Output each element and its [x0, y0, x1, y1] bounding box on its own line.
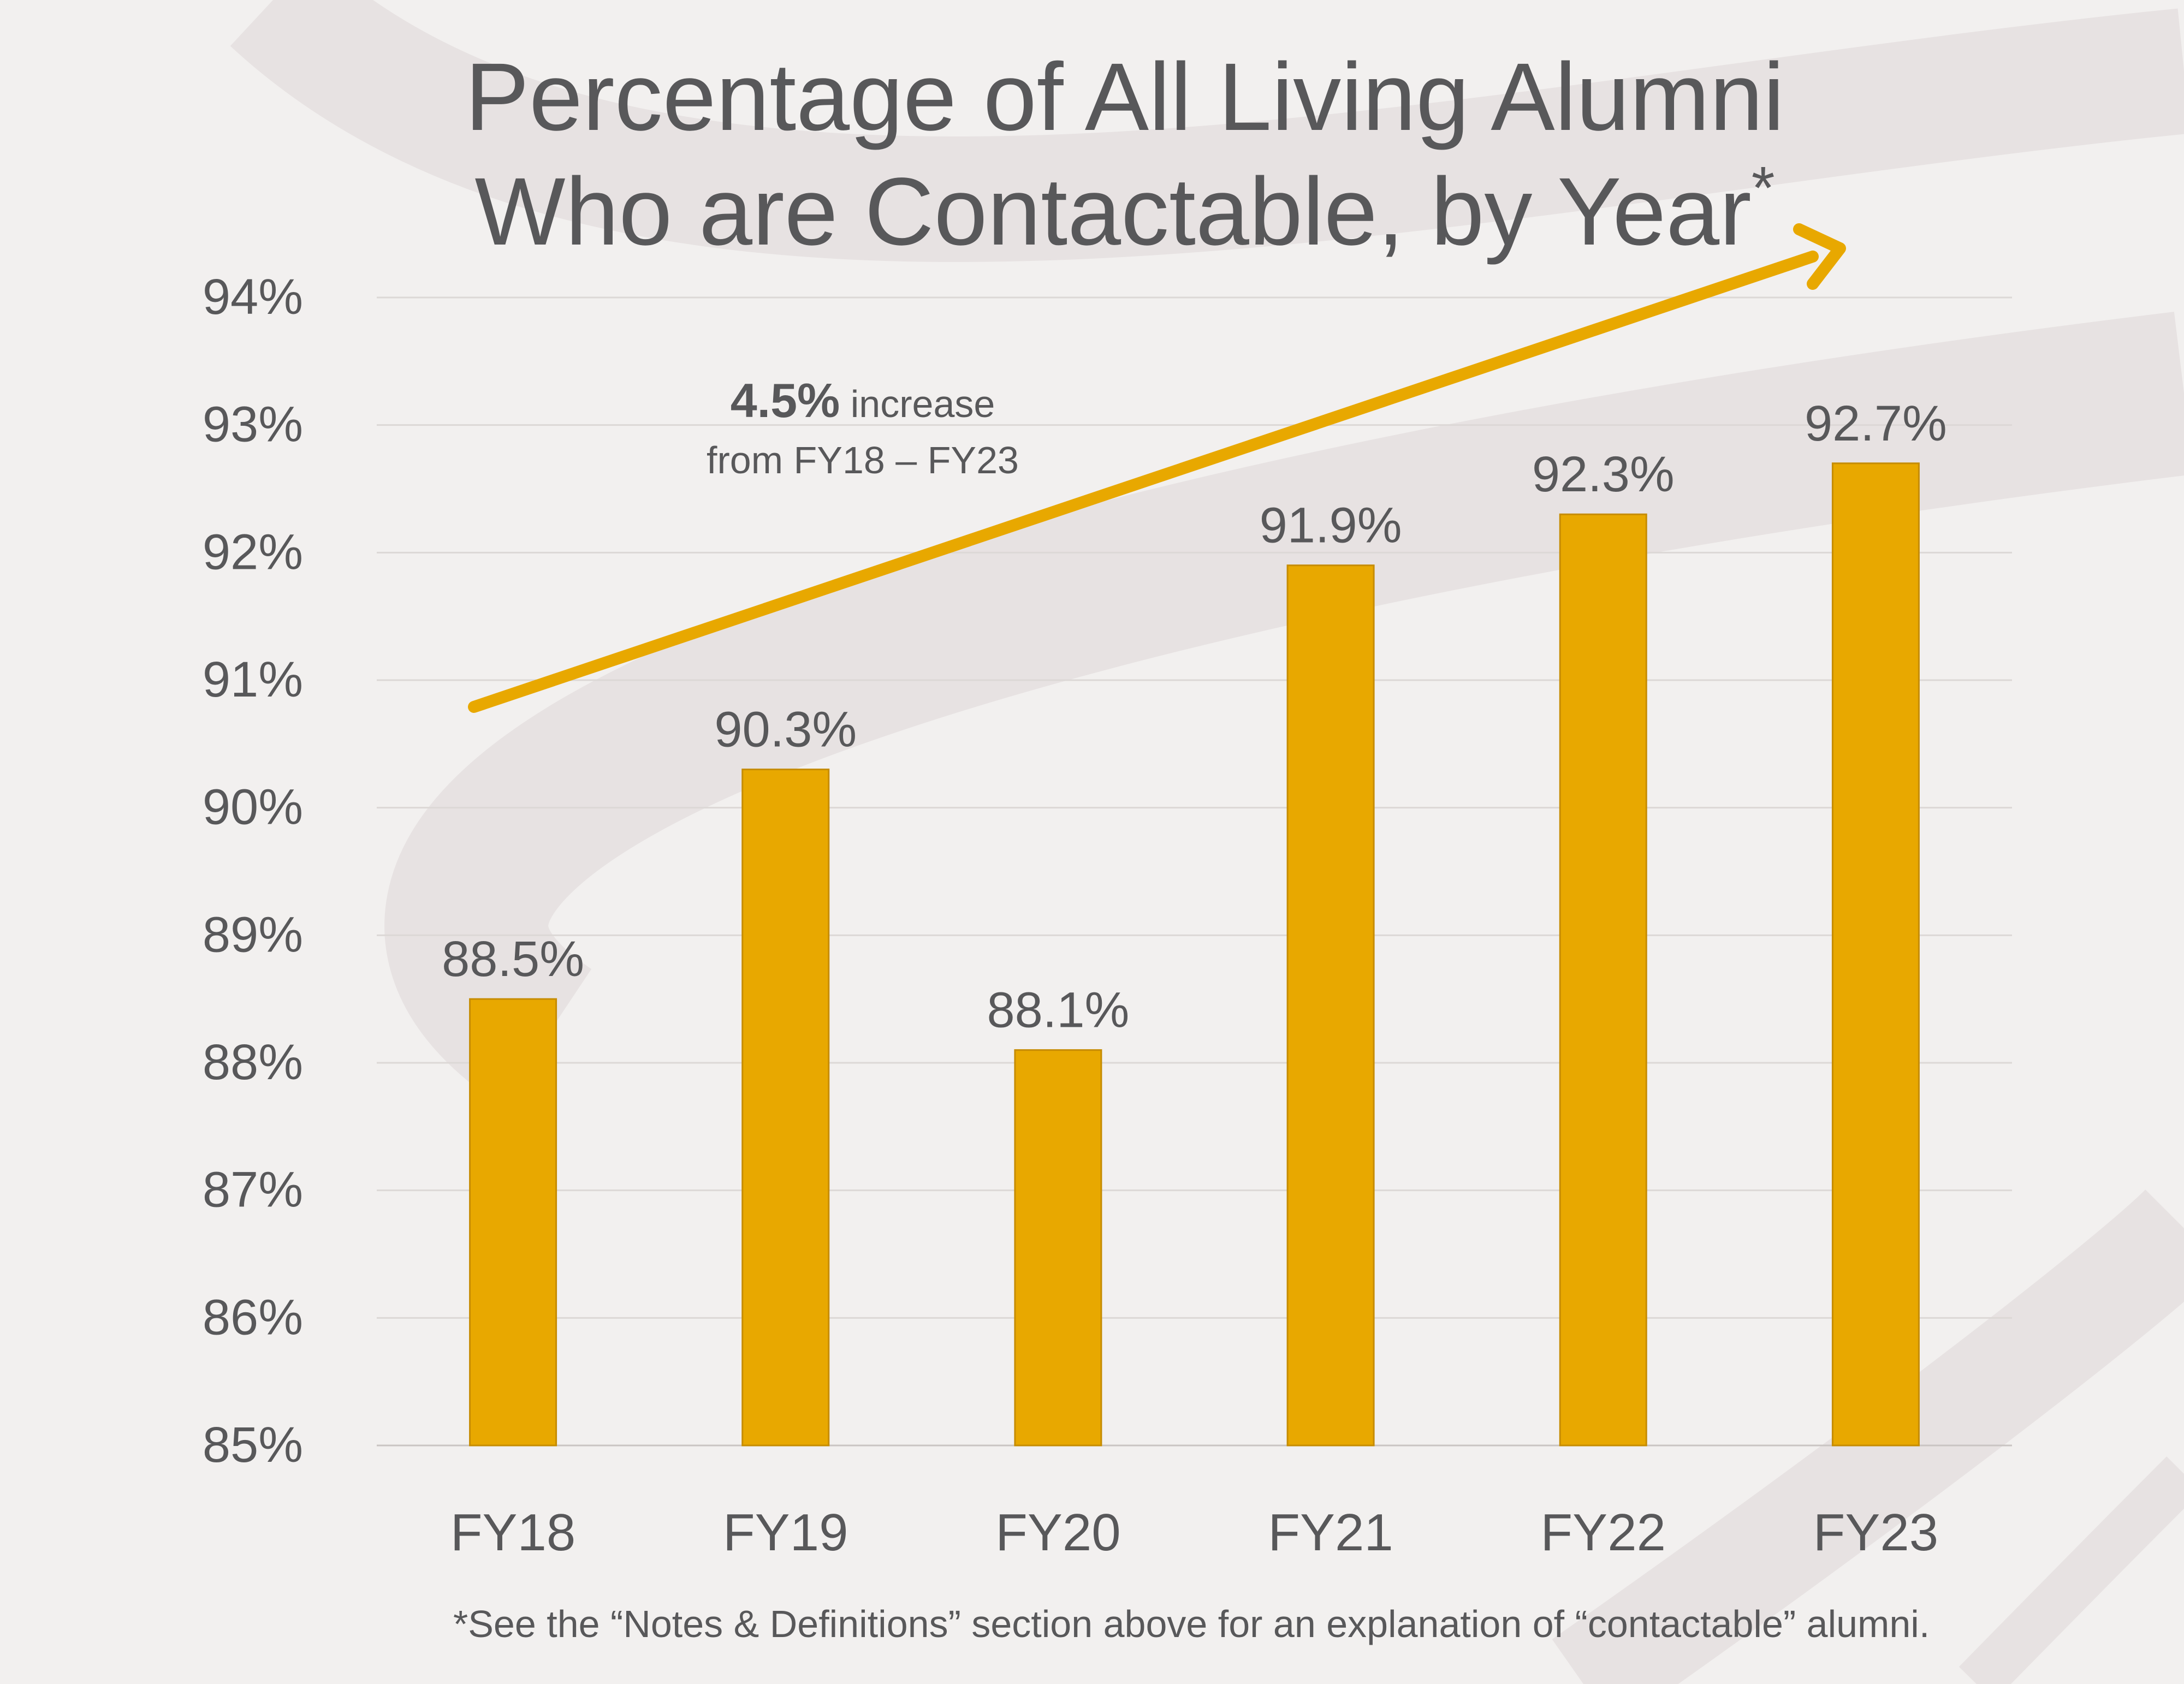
y-tick-label: 88%: [203, 1034, 303, 1090]
value-label: 92.7%: [1805, 396, 1947, 451]
title-asterisk: *: [1751, 154, 1775, 222]
y-tick-label: 90%: [203, 779, 303, 835]
bar-fy18: [469, 998, 557, 1447]
trend-arrow: [468, 223, 1846, 713]
value-labels: 88.5% 90.3% 88.1% 91.9% 92.3% 92.7%: [442, 396, 1947, 1038]
x-tick-label: FY18: [450, 1503, 575, 1562]
increase-range: from FY18 – FY23: [707, 439, 1019, 481]
increase-annotation: 4.5% increase: [535, 377, 1190, 425]
x-tick-label: FY20: [995, 1503, 1120, 1562]
increase-text: increase: [840, 383, 995, 425]
value-label: 90.3%: [714, 702, 857, 758]
y-tick-label: 93%: [203, 397, 303, 453]
y-tick-label: 85%: [203, 1417, 303, 1473]
value-label: 88.5%: [442, 931, 584, 987]
x-tick-label: FY21: [1268, 1503, 1393, 1562]
bars: [469, 462, 1920, 1447]
y-tick-label: 94%: [203, 269, 303, 325]
bar-fy19: [741, 769, 830, 1447]
bar-fy20: [1014, 1049, 1102, 1447]
x-tick-label: FY23: [1813, 1503, 1938, 1562]
x-tick-label: FY22: [1541, 1503, 1666, 1562]
chart-title-line-2: Who are Contactable, by Year*: [474, 154, 1775, 265]
y-tick-label: 89%: [203, 907, 303, 962]
y-tick-label: 92%: [203, 524, 303, 580]
x-axis-ticks: FY18 FY19 FY20 FY21 FY22 FY23: [450, 1503, 1938, 1562]
value-label: 91.9%: [1260, 498, 1402, 554]
increase-value: 4.5%: [730, 373, 840, 427]
gridlines: [377, 296, 2012, 1447]
y-tick-label: 87%: [203, 1162, 303, 1218]
y-tick-label: 86%: [203, 1289, 303, 1345]
value-label: 92.3%: [1532, 447, 1675, 502]
bar-fy21: [1286, 564, 1375, 1447]
value-label: 88.1%: [987, 983, 1129, 1038]
x-tick-label: FY19: [723, 1503, 848, 1562]
bar-fy22: [1559, 513, 1647, 1447]
chart-title-line-1: Percentage of All Living Alumni: [465, 44, 1785, 151]
background-swirl: [230, 0, 2184, 1684]
y-axis-ticks: 85% 86% 87% 88% 89% 90% 91% 92% 93% 94%: [203, 269, 303, 1473]
footnote: *See the “Notes & Definitions” section a…: [453, 1603, 1930, 1645]
y-tick-label: 91%: [203, 652, 303, 707]
bar-fy23: [1831, 462, 1920, 1447]
